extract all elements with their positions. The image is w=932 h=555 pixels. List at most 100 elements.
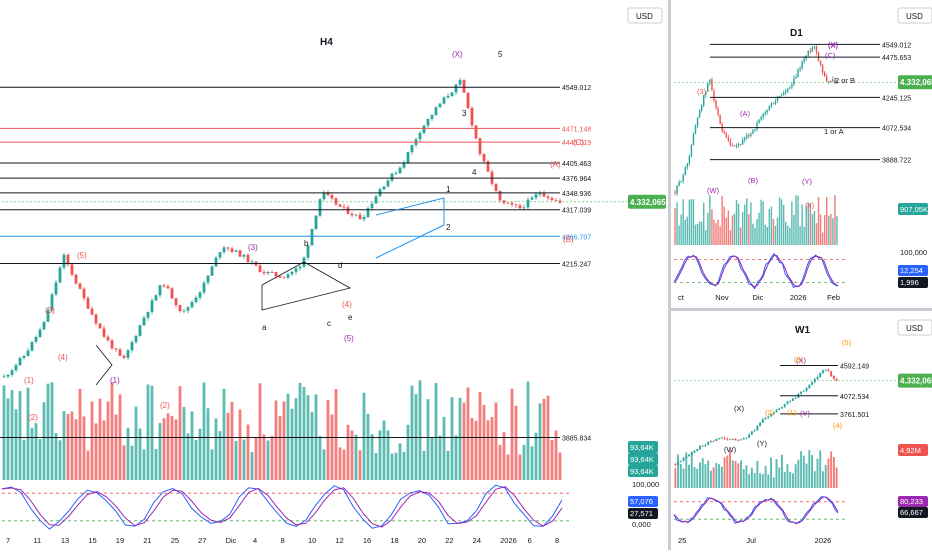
date-tick-label: 10 <box>308 536 316 545</box>
candle-body <box>756 426 759 431</box>
wave-label: (3) <box>248 243 258 252</box>
volume-bar <box>326 399 330 480</box>
volume-bar <box>282 401 286 480</box>
volume-bar <box>182 407 186 480</box>
candle-body <box>454 84 458 93</box>
candle-body <box>699 446 701 450</box>
volume-bar <box>502 432 506 480</box>
price-level-label: 4317.039 <box>562 208 591 215</box>
last-price-tag <box>898 75 932 90</box>
volume-bar <box>789 227 791 245</box>
stoch-k-value: 57,076 <box>630 497 653 506</box>
candle-body <box>474 125 478 139</box>
volume-bar <box>742 469 745 488</box>
date-tick-label: Dic <box>226 536 237 545</box>
volume-bar <box>254 437 258 480</box>
candle-body <box>466 92 470 108</box>
volume-bar <box>678 225 680 245</box>
volume-bar <box>753 472 756 488</box>
last-price-label: 4.332,065 <box>900 78 932 87</box>
candle-body <box>118 349 122 356</box>
volume-bar <box>688 199 691 245</box>
candle-body <box>744 137 746 140</box>
candle-body <box>772 103 775 105</box>
candle-body <box>811 46 814 52</box>
volume-bar <box>811 454 813 488</box>
pane-divider-horizontal[interactable] <box>671 308 932 311</box>
volume-bar <box>70 411 74 480</box>
volume-bar <box>354 434 358 480</box>
wave-label: b <box>304 239 309 248</box>
volume-bar <box>799 225 801 245</box>
volume-bar <box>719 226 721 245</box>
stoch-d-line <box>673 255 839 288</box>
volume-bar <box>2 385 6 480</box>
price-level-label: 4376.964 <box>562 176 591 183</box>
volume-bar <box>158 423 162 480</box>
date-tick-label: Jul <box>746 536 756 545</box>
volume-bar <box>674 208 676 245</box>
volume-bar <box>835 467 838 488</box>
candle-body <box>737 440 740 442</box>
volume-bar <box>170 416 174 480</box>
volume-bar <box>98 398 102 480</box>
wave-label: 5 <box>498 50 503 59</box>
volume-bar <box>18 391 22 480</box>
volume-bar <box>787 225 789 245</box>
wave-label: (C) <box>573 138 584 147</box>
wave-label: (Y) <box>802 177 813 186</box>
candle-body <box>789 87 791 89</box>
candle-body <box>835 378 838 381</box>
candle-body <box>70 264 74 275</box>
candle-body <box>306 245 310 258</box>
volume-bar <box>42 402 46 480</box>
candle-body <box>214 257 218 267</box>
price-level-label: 4245.125 <box>882 95 911 102</box>
candle-body <box>756 123 758 130</box>
currency-button[interactable] <box>627 7 663 24</box>
channel-pattern[interactable] <box>375 197 445 259</box>
candle-body <box>713 90 715 101</box>
candle-body <box>774 101 777 104</box>
candle-body <box>727 137 730 141</box>
candle-body <box>690 145 693 156</box>
date-tick-label: 25 <box>678 536 686 545</box>
volume-bar <box>10 390 14 480</box>
wave-label: (B) <box>563 235 574 244</box>
volume-bar <box>727 210 730 245</box>
candle-body <box>30 341 34 351</box>
stoch-d-line <box>673 496 839 524</box>
volume-bar <box>50 382 54 480</box>
volume-bar <box>438 435 442 480</box>
volume-bar <box>734 461 737 488</box>
wave-label: (A) <box>550 160 561 169</box>
currency-button[interactable] <box>897 319 932 336</box>
candle-body <box>250 261 254 263</box>
volume-bar <box>190 411 194 480</box>
volume-bar <box>234 440 238 480</box>
wedge-pattern[interactable] <box>95 344 113 386</box>
volume-bar <box>733 213 736 245</box>
candle-body <box>828 81 830 82</box>
pane-divider-vertical[interactable] <box>668 0 671 550</box>
candle-body <box>678 182 680 186</box>
volume-bar <box>274 400 278 480</box>
volume-bar <box>406 424 410 480</box>
currency-button[interactable] <box>897 7 932 24</box>
volume-bar <box>778 197 781 245</box>
wave-label: 1 <box>446 185 451 194</box>
volume-bar <box>696 223 699 245</box>
volume-bar <box>490 417 494 480</box>
volume-bar <box>134 406 138 480</box>
volume-bar <box>762 201 764 245</box>
currency-label: USD <box>906 324 923 333</box>
price-level-label: 4215.247 <box>562 261 591 268</box>
date-tick-label: 27 <box>198 536 206 545</box>
wave-label: (5) <box>77 251 87 260</box>
volume-bar <box>466 387 470 480</box>
volume-bar <box>794 464 797 488</box>
candle-body <box>758 119 760 124</box>
triangle-pattern[interactable] <box>261 261 352 311</box>
pane-title: W1 <box>795 325 810 336</box>
